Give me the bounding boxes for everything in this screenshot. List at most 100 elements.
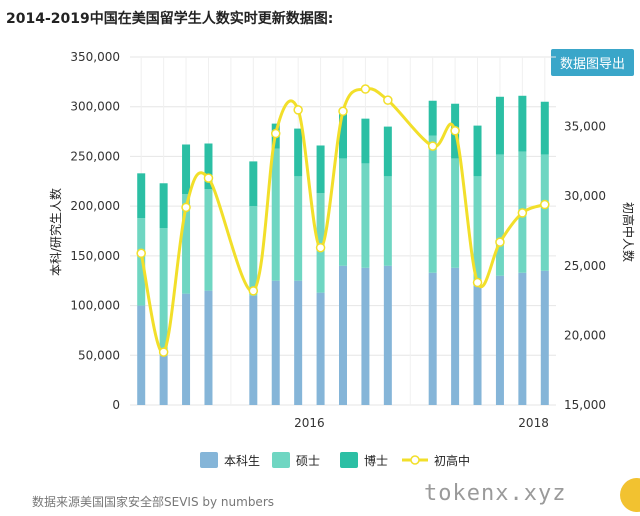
bar-0-1	[159, 355, 168, 405]
legend-label-0: 本科生	[224, 454, 260, 468]
left-tick-label: 50,000	[78, 348, 120, 362]
left-tick-label: 100,000	[70, 299, 120, 313]
watermark: tokenx.xyz	[424, 481, 567, 506]
corner-badge-icon[interactable]	[620, 478, 640, 512]
k12-point-2	[181, 202, 191, 213]
bar-1-7	[316, 193, 325, 293]
k12-point-16	[540, 199, 550, 210]
bar-2-0	[137, 173, 146, 219]
bar-2-1	[159, 183, 168, 229]
bar-1-1	[159, 228, 168, 356]
left-axis-ticks: 0 50,000 100,000 150,000 200,000 250,000 300,0…	[70, 50, 120, 412]
k12-point-7	[315, 242, 326, 253]
bar-series	[137, 95, 549, 405]
left-axis-title: 本科/研究生人数	[48, 188, 63, 276]
left-tick-label: 0	[112, 398, 120, 412]
bar-2-10	[383, 126, 392, 177]
bar-2-11	[428, 100, 437, 136]
bar-1-14	[495, 154, 504, 276]
k12-point-14	[495, 237, 505, 247]
x-axis-ticks: 2016 2018	[294, 416, 549, 430]
bar-0-6	[294, 280, 303, 405]
bar-1-10	[383, 176, 392, 266]
k12-point-5	[270, 128, 281, 139]
bar-2-8	[339, 111, 347, 159]
bar-0-12	[451, 267, 460, 405]
k12-point-15	[517, 208, 528, 218]
legend-label-2: 博士	[364, 453, 388, 468]
k12-point-8	[338, 106, 348, 117]
bar-0-14	[495, 275, 504, 405]
k12-point-12	[450, 126, 460, 136]
bar-2-15	[518, 95, 527, 152]
bar-2-7	[316, 145, 325, 194]
k12-point-4	[248, 286, 259, 296]
bar-0-13	[473, 283, 482, 405]
data-source-note: 数据来源美国国家安全部SEVIS by numbers	[32, 495, 274, 509]
bar-2-13	[473, 125, 482, 177]
k12-point-11	[427, 141, 438, 151]
bar-1-3	[204, 189, 213, 291]
bar-0-3	[204, 290, 213, 405]
right-tick-label: 25,000	[564, 259, 606, 273]
bar-2-16	[540, 101, 549, 155]
bar-1-6	[294, 176, 303, 281]
right-axis-title: 初高中人数	[621, 202, 636, 262]
legend-label-1: 硕士	[296, 454, 320, 468]
bar-2-4	[249, 161, 258, 207]
left-tick-label: 350,000	[70, 50, 120, 64]
bar-0-15	[518, 272, 527, 405]
bar-1-9	[361, 163, 370, 268]
legend-swatch-2	[340, 452, 358, 468]
right-tick-label: 30,000	[564, 189, 606, 203]
k12-point-0	[136, 248, 146, 259]
export-chart-button[interactable]: 数据图导出	[550, 49, 634, 76]
bar-0-2	[182, 293, 191, 405]
bar-1-5	[271, 148, 280, 281]
bar-1-13	[473, 176, 482, 284]
k12-point-3	[203, 173, 214, 183]
bar-2-9	[361, 118, 370, 164]
bar-0-4	[249, 295, 258, 405]
right-tick-label: 15,000	[564, 398, 606, 412]
bar-0-0	[137, 305, 146, 405]
x-tick-label: 2018	[518, 416, 549, 430]
k12-point-13	[472, 277, 483, 288]
bar-2-14	[495, 96, 504, 155]
left-tick-label: 200,000	[70, 199, 120, 213]
bar-0-11	[428, 272, 437, 405]
bar-1-4	[249, 206, 258, 296]
bar-1-8	[339, 158, 347, 266]
bar-1-2	[182, 194, 191, 294]
right-axis-ticks: 15,000 20,000 25,000 30,000 35,000	[564, 120, 606, 412]
bar-1-11	[428, 135, 437, 273]
k12-point-9	[360, 84, 371, 94]
right-tick-label: 20,000	[564, 328, 606, 342]
bar-0-16	[540, 270, 549, 405]
bar-0-10	[383, 265, 392, 405]
x-tick-label: 2016	[294, 416, 325, 430]
bar-0-9	[361, 267, 370, 405]
left-tick-label: 150,000	[70, 249, 120, 263]
bar-0-7	[316, 292, 325, 405]
bar-0-5	[271, 280, 280, 405]
bar-2-2	[182, 144, 191, 195]
left-tick-label: 300,000	[70, 100, 120, 114]
bar-2-6	[294, 128, 303, 177]
line-series	[136, 84, 550, 357]
legend-line-marker	[410, 455, 420, 465]
k12-point-1	[158, 347, 169, 357]
right-tick-label: 35,000	[564, 120, 606, 134]
legend-label-line: 初高中	[434, 453, 470, 468]
k12-point-6	[293, 105, 303, 115]
chart-title: 2014-2019中国在美国留学生人数实时更新数据图:	[6, 11, 334, 27]
bar-1-16	[540, 154, 549, 271]
legend-swatch-1	[272, 452, 290, 468]
legend: 本科生 硕士 博士 初高中	[200, 452, 470, 468]
left-tick-label: 250,000	[70, 149, 120, 163]
bar-1-0	[137, 218, 146, 306]
k12-point-10	[383, 95, 393, 105]
bar-1-12	[451, 158, 460, 268]
bar-0-8	[339, 265, 347, 405]
